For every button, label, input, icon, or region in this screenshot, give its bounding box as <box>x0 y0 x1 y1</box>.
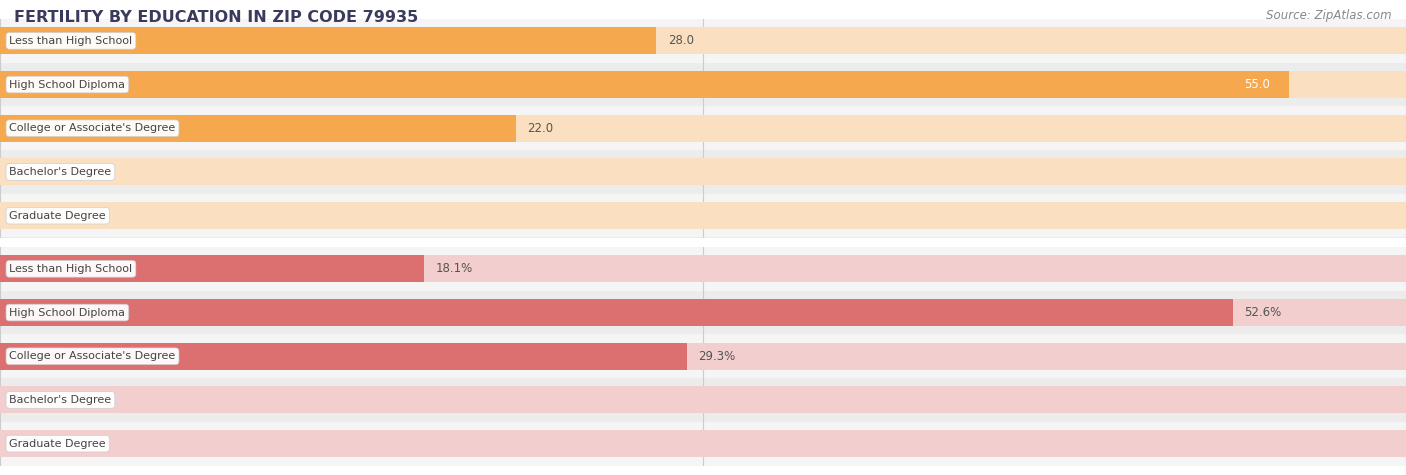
Text: College or Associate's Degree: College or Associate's Degree <box>10 123 176 133</box>
Text: 22.0: 22.0 <box>527 122 554 135</box>
Text: 28.0: 28.0 <box>668 34 693 48</box>
Text: 18.1%: 18.1% <box>436 262 472 276</box>
Bar <box>0 299 1233 326</box>
Text: High School Diploma: High School Diploma <box>10 307 125 318</box>
Text: Graduate Degree: Graduate Degree <box>10 210 105 221</box>
Bar <box>0 422 1406 466</box>
Bar <box>0 255 425 283</box>
Text: Bachelor's Degree: Bachelor's Degree <box>10 395 111 405</box>
Bar <box>0 247 1406 291</box>
Text: College or Associate's Degree: College or Associate's Degree <box>10 351 176 361</box>
Bar <box>0 19 1406 63</box>
Bar <box>0 386 1406 414</box>
Text: 29.3%: 29.3% <box>699 350 735 363</box>
Bar <box>0 27 1406 55</box>
Bar <box>0 430 1406 457</box>
Text: 0.0: 0.0 <box>11 165 30 179</box>
Text: Graduate Degree: Graduate Degree <box>10 438 105 449</box>
Bar <box>0 342 686 370</box>
Bar <box>0 255 1406 283</box>
Text: FERTILITY BY EDUCATION IN ZIP CODE 79935: FERTILITY BY EDUCATION IN ZIP CODE 79935 <box>14 10 419 25</box>
Bar <box>0 158 1406 186</box>
Bar <box>0 342 1406 370</box>
Text: Bachelor's Degree: Bachelor's Degree <box>10 167 111 177</box>
Bar <box>0 202 1406 229</box>
Bar <box>0 114 516 142</box>
Bar <box>0 299 1406 326</box>
Text: 0.0: 0.0 <box>11 209 30 222</box>
Bar <box>0 106 1406 150</box>
Text: Less than High School: Less than High School <box>10 264 132 274</box>
Bar <box>0 378 1406 422</box>
Bar <box>0 334 1406 378</box>
Bar <box>0 150 1406 194</box>
Text: High School Diploma: High School Diploma <box>10 79 125 90</box>
Text: 52.6%: 52.6% <box>1244 306 1281 319</box>
Text: 0.0%: 0.0% <box>11 437 41 450</box>
Bar <box>0 114 1406 142</box>
Bar <box>0 71 1406 98</box>
Bar <box>0 27 657 55</box>
Text: Source: ZipAtlas.com: Source: ZipAtlas.com <box>1267 10 1392 22</box>
Text: 0.0%: 0.0% <box>11 393 41 407</box>
Bar <box>0 291 1406 334</box>
Bar <box>0 63 1406 106</box>
Text: Less than High School: Less than High School <box>10 36 132 46</box>
Text: 55.0: 55.0 <box>1244 78 1270 91</box>
Bar <box>0 71 1289 98</box>
Bar <box>0 194 1406 238</box>
